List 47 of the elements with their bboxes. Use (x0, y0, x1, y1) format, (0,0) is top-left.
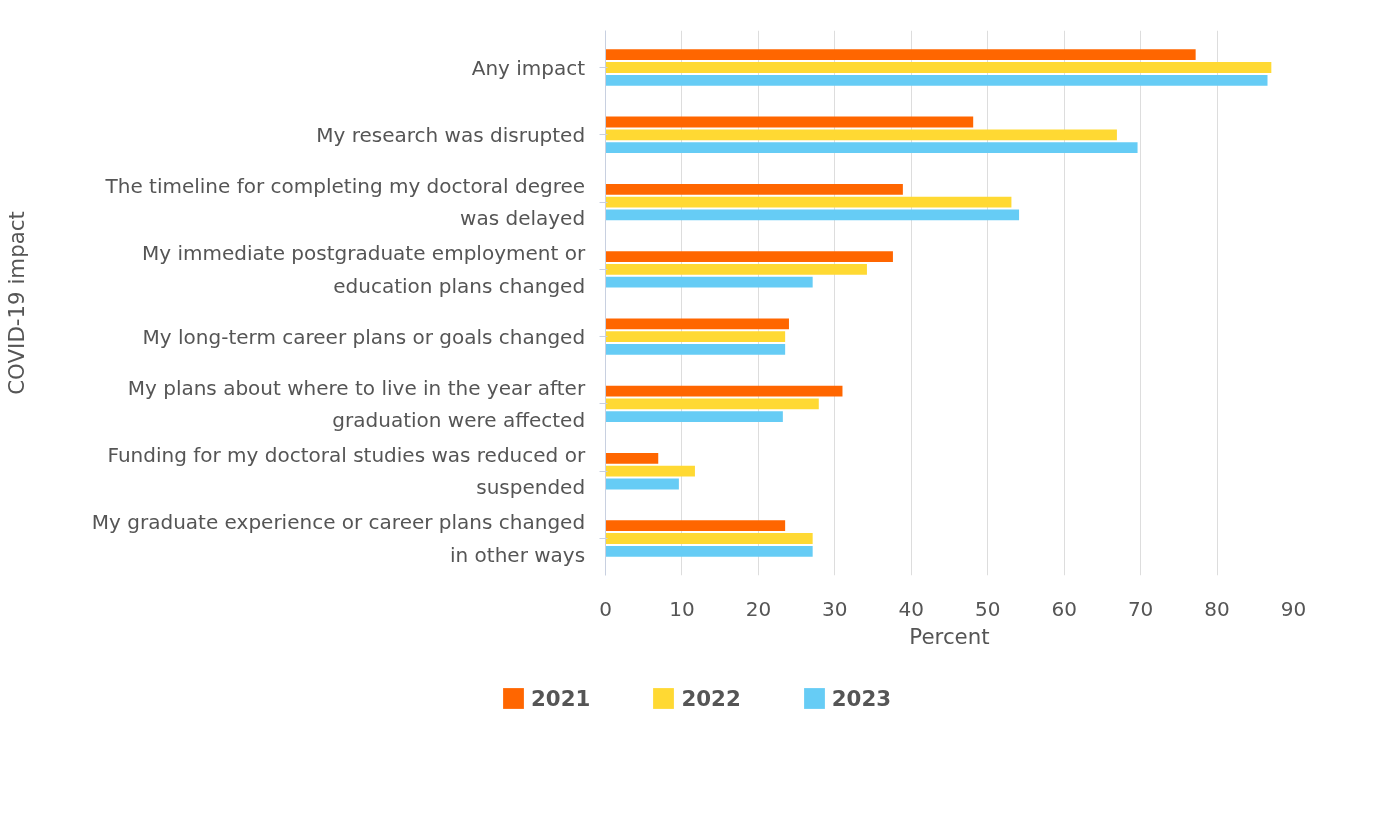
bar (605, 331, 786, 343)
bar (605, 251, 893, 262)
bar (605, 62, 1272, 73)
bar (605, 129, 1117, 141)
bar (605, 74, 1268, 86)
bar (605, 453, 659, 464)
bar (605, 116, 974, 128)
legend-label: 2021 (531, 685, 591, 711)
x-tick-label: 70 (1127, 596, 1154, 621)
x-tick-label: 80 (1204, 596, 1230, 621)
y-tick-label: Any impact (471, 55, 586, 80)
y-tick-label: My plans about where to live in the year after graduation were affected (127, 375, 586, 433)
x-axis-title: Percent (909, 623, 990, 649)
bar (605, 411, 783, 423)
legend-label: 2022 (681, 685, 741, 711)
bar (605, 263, 867, 275)
legend-label: 2023 (831, 685, 892, 711)
x-tick-label: 60 (1051, 596, 1077, 621)
x-tick-label: 0 (599, 596, 612, 621)
bar (605, 318, 789, 330)
x-tick-label: 90 (1280, 596, 1307, 621)
bar (605, 478, 679, 490)
bar (605, 398, 819, 410)
x-tick-label: 20 (745, 596, 772, 621)
y-tick-label: My research was disrupted (316, 122, 586, 147)
x-tick-label: 30 (822, 596, 848, 621)
bar (605, 142, 1138, 153)
bar (605, 545, 813, 557)
y-axis-title: COVID-19 impact (3, 211, 29, 395)
x-tick-label: 40 (898, 596, 925, 621)
bar (605, 520, 786, 532)
bar (605, 533, 813, 544)
y-tick-label: My long-term career plans or goals changed (142, 324, 586, 349)
y-tick-label: The timeline for completing my doctoral degree was delayed (104, 173, 586, 231)
x-tick-label: 10 (669, 596, 695, 621)
x-tick-label: 50 (975, 596, 1001, 621)
bar (605, 183, 903, 195)
bar (605, 209, 1020, 221)
y-tick-label: My immediate postgraduate employment or education plans changed (142, 241, 586, 298)
y-tick-label: Funding for my doctoral studies was reduced or suspended (107, 443, 586, 500)
bar (605, 196, 1012, 208)
bar (605, 465, 695, 477)
y-tick-label: My graduate experience or career plans changed in other ways (91, 510, 586, 567)
bar (605, 276, 813, 288)
bar (605, 49, 1196, 61)
bar (605, 385, 843, 397)
bar (605, 344, 786, 355)
